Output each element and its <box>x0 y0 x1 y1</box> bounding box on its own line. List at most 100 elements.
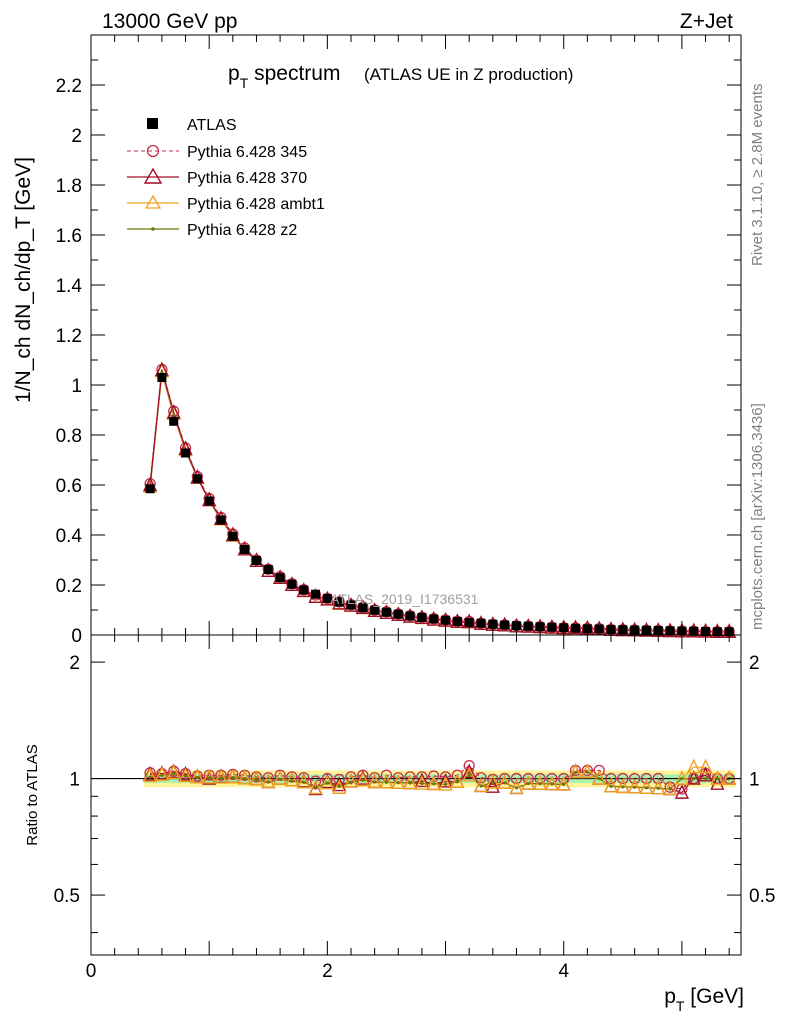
ratio-point <box>290 779 294 783</box>
ratio-point <box>585 770 589 774</box>
ratio-point <box>379 773 394 789</box>
header-left: 13000 GeV pp <box>102 10 237 33</box>
data-point <box>287 579 297 589</box>
ratio-point <box>302 780 306 784</box>
data-point <box>263 565 273 574</box>
ratio-point <box>639 779 654 794</box>
data-point <box>641 625 651 635</box>
legend-label-z2: Pythia 6.428 z2 <box>187 222 297 239</box>
main-y-tick-label: 1.4 <box>56 276 83 297</box>
ratio-point <box>644 786 649 790</box>
data-point <box>488 619 498 629</box>
ratio-y-tick-label: 1 <box>69 770 80 791</box>
ratio-point <box>538 782 542 786</box>
main-y-tick-label: 0.4 <box>56 526 83 547</box>
ratio-point <box>656 786 660 790</box>
ratio-point <box>467 773 471 777</box>
ratio-series-line <box>150 771 730 790</box>
data-point <box>169 416 179 426</box>
ratio-point <box>231 776 235 780</box>
data-point <box>429 614 439 624</box>
ratio-point <box>463 759 475 772</box>
data-point <box>145 484 155 494</box>
ratio-point <box>148 775 152 779</box>
ratio-point <box>254 778 259 782</box>
ratio-point <box>428 770 440 782</box>
ratio-point <box>544 775 560 791</box>
ratio-point <box>485 773 500 789</box>
ratio-point <box>562 782 566 786</box>
ratio-point <box>261 773 276 789</box>
data-point <box>204 496 214 506</box>
ratio-point <box>662 780 678 796</box>
ratio-point <box>178 767 193 783</box>
data-point <box>228 531 238 541</box>
legend-label-345: Pythia 6.428 345 <box>187 144 307 161</box>
ratio-point <box>416 771 428 783</box>
ratio-point <box>332 779 347 794</box>
ratio-point <box>674 770 690 785</box>
ratio-point <box>202 768 217 784</box>
ratio-point <box>550 782 554 786</box>
ratio-point <box>213 768 229 784</box>
ratio-point <box>473 777 489 793</box>
ratio-point <box>380 769 393 781</box>
x-tick-label: 0 <box>86 961 97 982</box>
ratio-point <box>320 774 335 790</box>
data-point <box>181 448 191 458</box>
ratio-point <box>355 771 370 787</box>
data-point <box>417 613 427 622</box>
ratio-point <box>396 781 400 785</box>
ratio-point <box>710 775 725 790</box>
data-point <box>441 615 451 625</box>
ratio-point <box>615 778 630 794</box>
ratio-point <box>332 776 347 792</box>
main-panel: 0 0.2 0.4 0.6 0.8 1 1.2 1.4 1.6 1.8 2 2.2 pT spectr… <box>12 34 742 647</box>
ratio-point <box>243 776 247 781</box>
ratio-point <box>521 775 536 790</box>
ratio-point <box>686 758 701 774</box>
data-point <box>370 605 380 615</box>
data-point <box>275 573 285 583</box>
mcplots-label: mcplots.cern.ch [arXiv:1306.3436] <box>749 403 766 630</box>
main-y-tick-label: 1.2 <box>56 326 82 347</box>
ratio-point <box>703 776 708 781</box>
ratio-point <box>651 779 666 795</box>
main-y-tick-label: 0.8 <box>56 426 82 447</box>
ratio-point <box>698 758 713 774</box>
data-point <box>405 611 415 621</box>
legend-entry-ambt1: Pythia 6.428 ambt1 <box>127 194 325 213</box>
ratio-point <box>183 774 188 778</box>
data-point <box>299 585 309 595</box>
data-point <box>346 600 356 610</box>
data-point <box>452 617 462 626</box>
ratio-point <box>154 766 170 781</box>
ratio-point <box>605 772 617 785</box>
ratio-point <box>384 780 389 784</box>
ratio-point <box>284 771 300 787</box>
ratio-point <box>680 776 684 781</box>
ratio-point <box>142 767 158 782</box>
data-point <box>216 515 226 525</box>
data-point <box>322 594 332 603</box>
main-y-tick-label: 1.8 <box>56 176 82 197</box>
ratio-point <box>715 776 719 781</box>
ratio-point <box>509 779 524 795</box>
legend-label-370: Pythia 6.428 370 <box>187 170 307 187</box>
ratio-point <box>337 784 341 788</box>
ratio-point <box>710 770 725 785</box>
ratio-point <box>532 775 548 790</box>
data-point <box>498 619 511 631</box>
legend: ATLAS Pythia 6.428 345 Pythia 6.428 370 … <box>127 117 325 239</box>
ratio-y-ticks: 0.5 0.5 1 1 2 2 <box>54 653 775 934</box>
ratio-point <box>686 770 701 785</box>
ratio-point <box>325 781 329 785</box>
legend-entry-345: Pythia 6.428 345 <box>127 144 307 161</box>
header-right: Z+Jet <box>680 10 733 33</box>
ratio-y-tick-label: 0.5 <box>54 886 80 907</box>
ratio-point <box>573 770 578 775</box>
ratio-point <box>640 772 653 785</box>
ratio-series-line <box>150 764 730 790</box>
ratio-y-axis-label: Ratio to ATLAS <box>24 744 41 845</box>
ratio-plot-marks <box>91 758 741 799</box>
